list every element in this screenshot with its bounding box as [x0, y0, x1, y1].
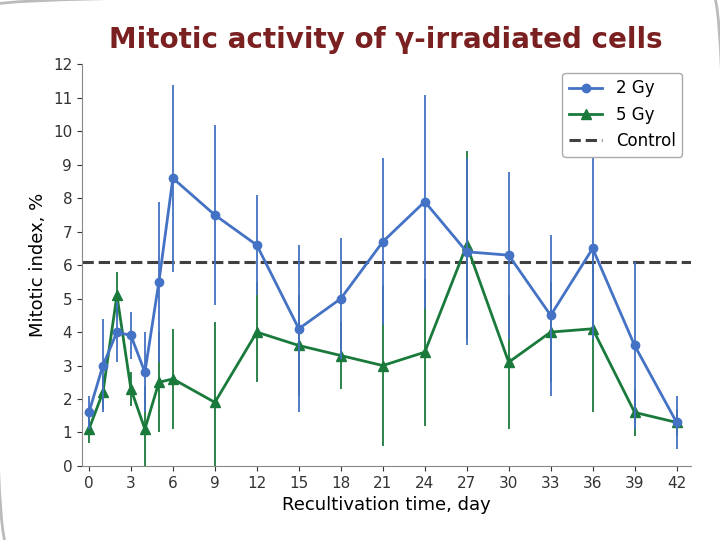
Legend: 2 Gy, 5 Gy, Control: 2 Gy, 5 Gy, Control — [562, 73, 683, 157]
X-axis label: Recultivation time, day: Recultivation time, day — [282, 496, 490, 514]
Y-axis label: Mitotic index, %: Mitotic index, % — [30, 193, 48, 338]
Title: Mitotic activity of γ-irradiated cells: Mitotic activity of γ-irradiated cells — [109, 26, 663, 54]
